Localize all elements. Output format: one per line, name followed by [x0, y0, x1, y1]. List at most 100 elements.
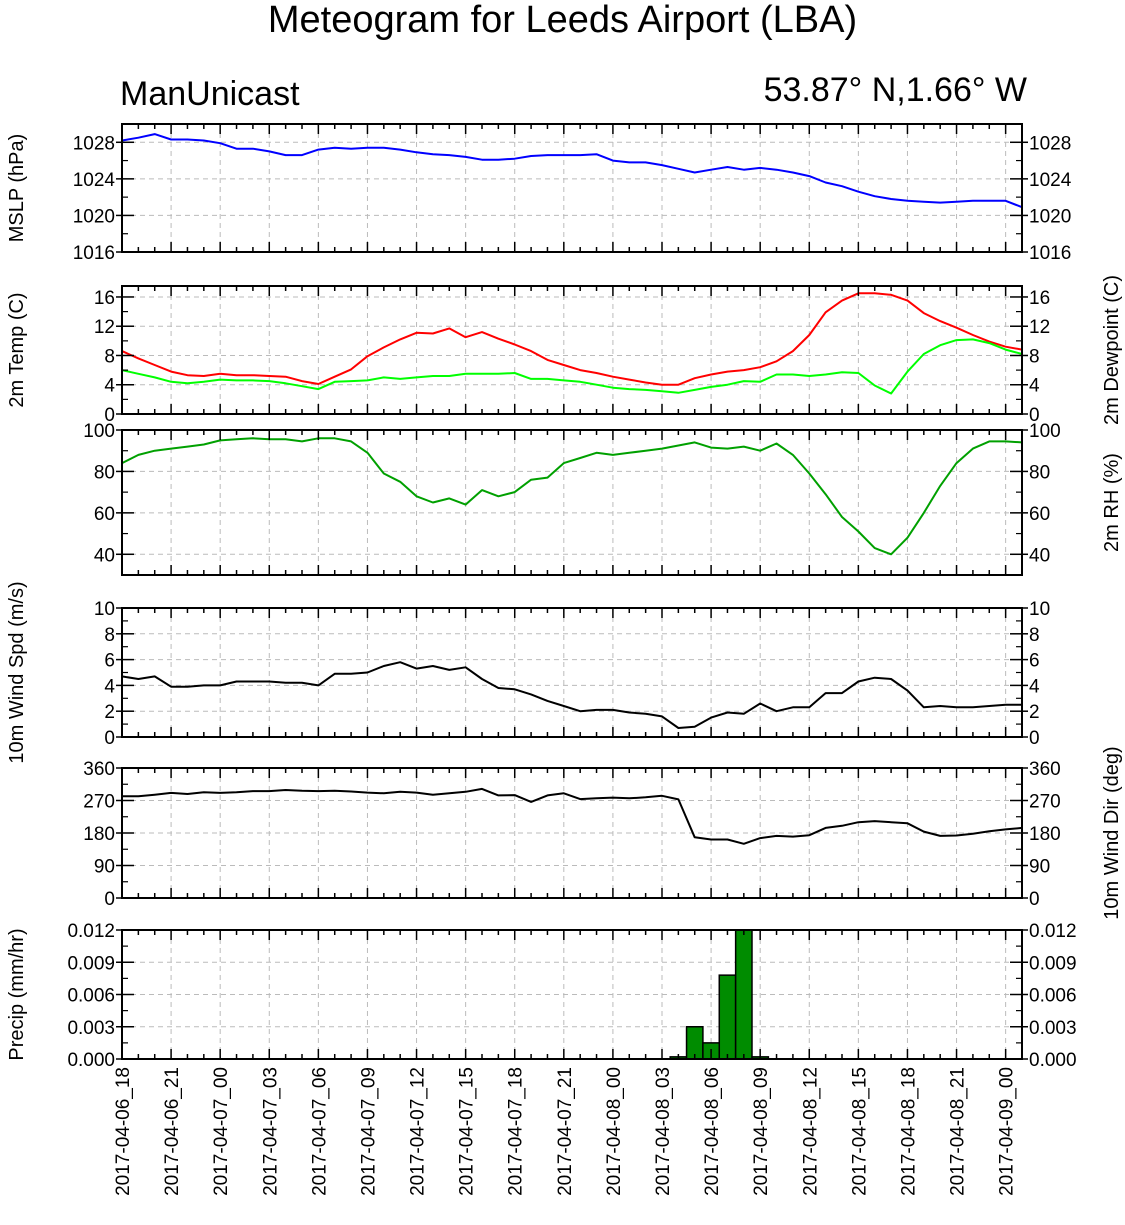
panel-temp: 0 0 4 4 8 8 12 12 16 16 2m Temp (C) 2m Dewpoint (C): [6, 275, 1123, 426]
y-tick-label-left: 1024: [73, 170, 116, 191]
page-title: Meteogram for Leeds Airport (LBA): [267, 0, 858, 41]
x-tick-label: 2017-04-08_12: [800, 1067, 821, 1196]
series-line-wspd-0: [121, 661, 1022, 729]
y-tick-label-left: 16: [94, 288, 115, 309]
y-tick-label-left: 80: [94, 462, 115, 483]
x-tick-label: 2017-04-07_12: [408, 1067, 429, 1196]
x-tick-label: 2017-04-08_00: [604, 1067, 625, 1196]
panel-frame: [121, 429, 1023, 576]
precip-bar: [718, 974, 737, 1060]
y-tick-label-left: 1016: [73, 243, 115, 264]
y-axis-title-left: MSLP (hPa): [6, 134, 28, 243]
x-tick-label: 2017-04-07_18: [506, 1067, 527, 1196]
y-tick-label-left: 40: [94, 545, 115, 566]
y-tick-label-right: 0: [1029, 728, 1040, 749]
panel-frame: [121, 123, 1023, 253]
x-tick-label: 2017-04-08_18: [898, 1067, 919, 1196]
location-coordinates: 53.87° N,1.66° W: [763, 71, 1027, 109]
y-tick-label-right: 0.006: [1029, 986, 1077, 1007]
x-tick-label: 2017-04-06_18: [113, 1067, 134, 1196]
y-tick-label-right: 40: [1029, 545, 1050, 566]
y-tick-label-left: 4: [104, 676, 115, 697]
y-tick-label-right: 2: [1029, 702, 1040, 723]
x-tick-label: 2017-04-08_03: [653, 1067, 674, 1196]
model-name: ManUnicast: [120, 75, 300, 113]
y-tick-label-right: 60: [1029, 504, 1050, 525]
x-tick-label: 2017-04-07_21: [555, 1067, 576, 1196]
y-tick-label-right: 16: [1029, 288, 1050, 309]
x-tick-label: 2017-04-09_00: [997, 1067, 1018, 1196]
series-line-mslp-0: [121, 133, 1023, 209]
y-axis-title-left: 2m Temp (C): [6, 292, 28, 407]
panel-frame: [121, 607, 1023, 738]
y-tick-label-left: 8: [104, 625, 115, 646]
y-tick-label-right: 6: [1029, 651, 1040, 672]
y-tick-label-right: 0.012: [1029, 921, 1077, 942]
x-tick-label: 2017-04-07_06: [309, 1067, 330, 1196]
y-tick-label-right: 8: [1029, 346, 1040, 367]
x-tick-label: 2017-04-07_03: [260, 1067, 281, 1196]
y-tick-label-left: 360: [83, 759, 115, 780]
y-tick-label-left: 60: [94, 504, 115, 525]
x-tick-label: 2017-04-07_15: [457, 1067, 478, 1196]
y-tick-label-right: 180: [1029, 824, 1061, 845]
y-tick-label-left: 0: [104, 728, 115, 749]
y-tick-label-left: 0: [104, 405, 115, 426]
panel-wdir: 0 0 90 90 180 180 270 270 360 360 10m Wind Dir (de…: [83, 746, 1123, 919]
x-tick-label: 2017-04-08_21: [948, 1067, 969, 1196]
y-tick-label-left: 1028: [73, 133, 115, 154]
y-tick-label-left: 0.003: [67, 1018, 115, 1039]
y-tick-label-left: 90: [94, 857, 115, 878]
y-tick-label-left: 0: [104, 889, 115, 910]
y-tick-label-left: 0.000: [67, 1050, 115, 1071]
y-tick-label-right: 0: [1029, 889, 1040, 910]
y-tick-label-left: 180: [83, 824, 115, 845]
y-axis-title-left: Precip (mm/hr): [6, 928, 28, 1060]
y-tick-label-right: 1028: [1029, 133, 1071, 154]
x-tick-label: 2017-04-08_09: [751, 1067, 772, 1196]
precip-bar: [734, 929, 753, 1060]
y-tick-label-right: 80: [1029, 462, 1050, 483]
y-axis-title-left: 10m Wind Spd (m/s): [6, 581, 28, 763]
x-tick-label: 2017-04-07_00: [211, 1067, 232, 1196]
y-tick-label-left: 0.006: [67, 986, 115, 1007]
y-tick-label-right: 0.003: [1029, 1018, 1077, 1039]
panel-frame: [121, 285, 1023, 415]
y-tick-label-left: 12: [94, 317, 115, 338]
y-tick-label-right: 270: [1029, 792, 1061, 813]
y-tick-label-right: 4: [1029, 676, 1040, 697]
panel-precip: 0.000 0.000 0.003 0.003 0.006 0.006 0.009 0.009…: [6, 921, 1077, 1071]
x-tick-label: 2017-04-08_15: [849, 1067, 870, 1196]
y-tick-label-right: 360: [1029, 759, 1061, 780]
y-axis-title-right: 2m RH (%): [1101, 453, 1123, 552]
y-tick-label-right: 4: [1029, 376, 1040, 397]
y-tick-label-left: 8: [104, 346, 115, 367]
series-line-rh-0: [121, 437, 1023, 556]
y-tick-label-right: 1020: [1029, 206, 1071, 227]
series-line-temp-1: [121, 338, 1023, 395]
y-tick-label-right: 8: [1029, 625, 1040, 646]
y-axis-title-right: 10m Wind Dir (deg): [1101, 746, 1123, 919]
series-line-wdir-0: [122, 787, 1023, 845]
y-tick-label-right: 1024: [1029, 170, 1072, 191]
x-tick-label: 2017-04-06_21: [162, 1067, 183, 1196]
y-tick-label-left: 6: [104, 651, 115, 672]
y-tick-label-left: 100: [83, 421, 115, 442]
x-tick-label: 2017-04-07_09: [358, 1067, 379, 1196]
panel-mslp: 1016 1016 1020 1020 1024 1024 1028 1028 MSLP (hP…: [6, 123, 1072, 264]
y-tick-label-right: 12: [1029, 317, 1050, 338]
y-tick-label-right: 100: [1029, 421, 1061, 442]
panel-wspd: 0 0 2 2 4 4 6 6 8 8 10 10 10m Wind Spd (m/s): [6, 581, 1050, 763]
y-tick-label-right: 1016: [1029, 243, 1071, 264]
series-line-temp-0: [121, 292, 1023, 386]
y-tick-label-left: 10: [94, 599, 115, 620]
y-tick-label-right: 0.009: [1029, 953, 1077, 974]
y-tick-label-right: 0: [1029, 405, 1040, 426]
panel-rh: 40 40 60 60 80 80 100 100 2m RH (%): [83, 421, 1123, 576]
y-tick-label-left: 0.009: [67, 953, 115, 974]
y-tick-label-right: 90: [1029, 857, 1050, 878]
y-tick-label-right: 0.000: [1029, 1050, 1077, 1071]
y-axis-title-right: 2m Dewpoint (C): [1101, 275, 1123, 425]
y-tick-label-left: 2: [104, 702, 115, 723]
